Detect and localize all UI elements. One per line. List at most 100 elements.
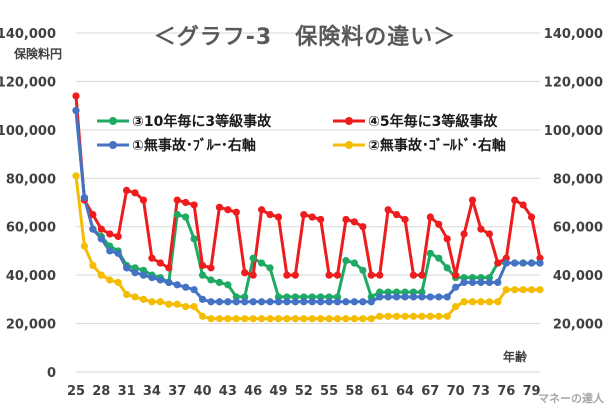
data-point	[266, 298, 274, 306]
data-point	[207, 315, 215, 323]
x-tick-label: 43	[219, 384, 237, 399]
legend-item-series-1: ①無事故･ﾌﾞﾙｰ･右軸	[97, 137, 256, 154]
data-point	[452, 283, 460, 291]
data-point	[494, 259, 502, 267]
data-point	[182, 303, 190, 311]
data-point	[258, 298, 266, 306]
data-point	[249, 315, 257, 323]
legend: ③10年毎に3等級事故 ④5年毎に3等級事故 ①無事故･ﾌﾞﾙｰ･右軸 ②無事故…	[97, 113, 506, 154]
data-point	[468, 298, 477, 306]
data-point	[139, 295, 148, 303]
data-point	[258, 206, 266, 214]
data-point	[384, 312, 392, 320]
y2-tick-label: 20,000	[553, 318, 603, 333]
x-tick-label: 31	[118, 384, 136, 399]
data-point	[190, 303, 198, 311]
data-point	[418, 271, 426, 279]
data-point	[443, 235, 451, 243]
data-point	[317, 298, 325, 306]
data-point	[106, 276, 114, 284]
data-point	[249, 271, 257, 279]
x-tick-label: 76	[497, 384, 515, 399]
legend-label: ①無事故･ﾌﾞﾙｰ･右軸	[132, 137, 256, 154]
data-point	[224, 206, 232, 214]
data-point	[249, 254, 257, 262]
x-tick-label: 79	[523, 384, 541, 399]
data-point	[139, 196, 148, 204]
data-point	[317, 215, 325, 224]
chart-title: ＜グラフ-3 保険料の違い＞	[154, 24, 456, 50]
data-point	[224, 315, 232, 323]
x-tick-label: 67	[421, 384, 439, 399]
y-tick-label: 120,000	[0, 75, 56, 90]
y2-tick-label: 100,000	[544, 124, 603, 139]
data-point	[350, 315, 358, 323]
x-tick-label: 58	[345, 384, 363, 399]
data-point	[266, 211, 274, 219]
data-point	[106, 247, 114, 255]
data-point	[401, 312, 409, 320]
y-axis-left-ticks: 0 20,000 40,000 60,000 80,000 100,000 120,000 1…	[0, 27, 56, 381]
data-point	[97, 225, 105, 233]
x-tick-label: 25	[67, 384, 85, 399]
data-point	[173, 211, 181, 219]
data-point	[359, 298, 367, 306]
data-point	[308, 213, 316, 221]
data-point	[376, 271, 384, 279]
data-point	[485, 278, 493, 287]
data-point	[131, 189, 139, 197]
data-point	[519, 259, 527, 267]
data-point	[148, 254, 156, 262]
x-tick-label: 40	[193, 384, 211, 399]
legend-item-series-2: ②無事故･ｺﾞｰﾙﾄﾞ･右軸	[333, 137, 506, 154]
x-tick-label: 61	[371, 384, 389, 399]
data-point	[485, 230, 493, 238]
y-tick-label: 140,000	[0, 27, 56, 42]
data-point	[536, 286, 544, 294]
data-point	[477, 225, 485, 233]
data-point	[325, 298, 333, 306]
y-tick-label: 40,000	[6, 269, 56, 284]
data-point	[156, 259, 164, 267]
data-point	[198, 295, 207, 303]
data-point	[452, 271, 460, 279]
data-point	[300, 315, 308, 323]
data-point	[359, 266, 367, 274]
data-point	[460, 278, 468, 287]
data-point	[359, 315, 367, 323]
data-point	[460, 230, 468, 238]
data-point	[494, 278, 502, 287]
data-point	[131, 293, 139, 301]
data-point	[274, 213, 283, 221]
data-point	[426, 293, 434, 301]
data-point	[139, 271, 148, 279]
data-point	[409, 293, 418, 301]
data-point	[494, 298, 502, 306]
data-point	[114, 249, 122, 257]
data-point	[392, 211, 401, 219]
data-point	[527, 259, 536, 267]
data-point	[426, 213, 434, 221]
data-point	[342, 215, 350, 224]
data-point	[207, 276, 215, 284]
data-point	[215, 315, 224, 323]
data-point	[190, 286, 198, 294]
data-point	[502, 259, 510, 267]
data-point	[97, 235, 105, 243]
data-point	[325, 315, 333, 323]
y-tick-label: 100,000	[0, 124, 56, 139]
data-point	[232, 298, 240, 306]
data-point	[198, 312, 207, 320]
data-point	[182, 198, 190, 207]
data-point	[198, 261, 207, 270]
data-point	[182, 283, 190, 291]
data-point	[283, 271, 291, 279]
x-tick-label: 55	[320, 384, 338, 399]
data-point	[452, 303, 460, 311]
data-point	[97, 271, 105, 279]
data-point	[148, 298, 156, 306]
data-point	[460, 298, 468, 306]
data-point	[173, 196, 181, 204]
data-point	[89, 211, 97, 219]
data-point	[502, 286, 510, 294]
